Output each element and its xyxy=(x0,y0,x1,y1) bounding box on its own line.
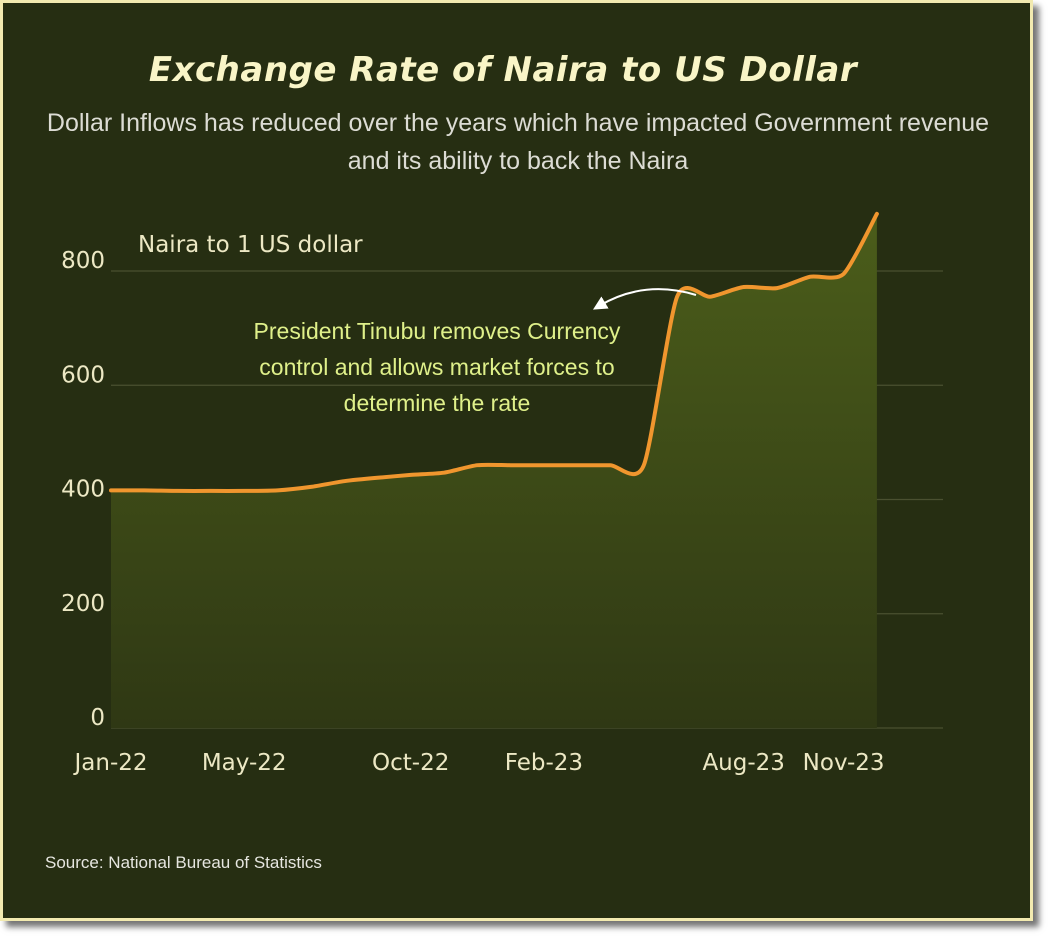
annotation-text: control and allows market forces to xyxy=(259,354,614,380)
annotation-text: President Tinubu removes Currency xyxy=(254,318,621,344)
y-tick-label: 800 xyxy=(61,248,105,274)
x-tick-label: Oct-22 xyxy=(372,750,449,776)
x-tick-label: Jan-22 xyxy=(72,750,147,776)
series-area xyxy=(111,213,877,728)
annotation: President Tinubu removes Currency control… xyxy=(254,318,621,416)
x-axis-ticks: Jan-22 May-22 Oct-22 Feb-23 Aug-23 Nov-23 xyxy=(72,750,884,776)
x-tick-label: May-22 xyxy=(202,750,287,776)
source-note: Source: National Bureau of Statistics xyxy=(45,853,322,872)
y-axis-ticks: 0 200 400 600 800 xyxy=(61,248,105,731)
y-tick-label: 600 xyxy=(61,362,105,388)
annotation-arrow xyxy=(592,288,697,310)
y-tick-label: 0 xyxy=(90,705,105,731)
x-tick-label: Feb-23 xyxy=(505,750,583,776)
y-tick-label: 200 xyxy=(61,591,105,617)
chart-subtitle: Dollar Inflows has reduced over the year… xyxy=(46,109,990,175)
chart-title: Exchange Rate of Naira to US Dollar xyxy=(148,50,858,90)
series-line xyxy=(109,211,879,493)
chart-svg: 0 200 400 600 800 Jan-22 May-22 Oct-22 Feb-23 Au… xyxy=(61,211,943,776)
chart-card: Exchange Rate of Naira to US Dollar Doll… xyxy=(0,0,1033,921)
x-tick-label: Nov-23 xyxy=(803,750,885,776)
annotation-text: determine the rate xyxy=(344,390,531,416)
y-tick-label: 400 xyxy=(61,477,105,503)
x-tick-label: Aug-23 xyxy=(702,750,784,776)
y-unit-label: Naira to 1 US dollar xyxy=(138,232,363,258)
